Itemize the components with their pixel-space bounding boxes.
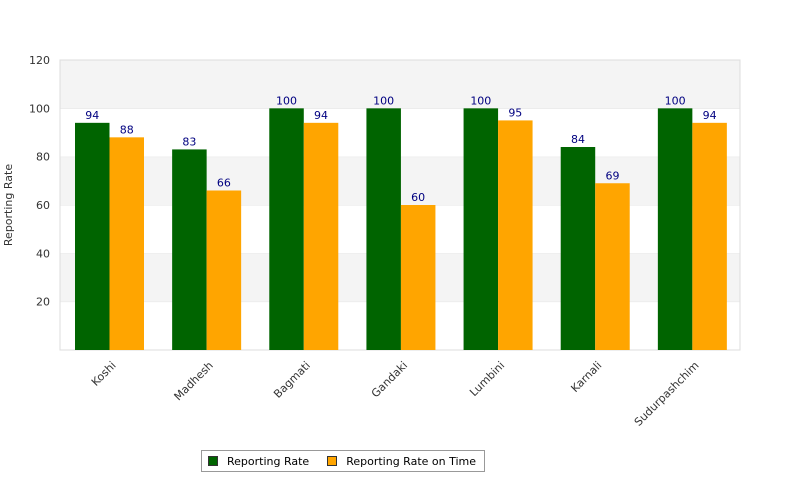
bar-reporting-rate-on-time[interactable] (206, 190, 242, 351)
y-axis-label: Reporting Rate (2, 164, 15, 246)
x-tick-label: Koshi (89, 359, 119, 389)
y-tick-label: 100 (29, 102, 50, 115)
x-tick-label: Sudurpashchim (632, 359, 702, 429)
legend-label-reporting-rate-on-time: Reporting Rate on Time (346, 454, 477, 468)
legend-item-reporting-rate-on-time[interactable]: Reporting Rate on Time (327, 455, 476, 468)
bar-reporting-rate[interactable] (366, 108, 401, 350)
data-label: 94 (85, 109, 99, 122)
bar-reporting-rate-on-time[interactable] (400, 205, 436, 350)
bar-reporting-rate[interactable] (75, 122, 110, 350)
bar-reporting-rate[interactable] (560, 147, 596, 350)
data-label: 100 (276, 94, 297, 107)
x-axis-ticks: Koshi Madhesh Bagmati Gandaki Lumbini Karnali… (89, 359, 702, 429)
y-tick-label: 80 (36, 151, 50, 164)
bar-chart: 20 40 60 80 100 120 Reporting Rate 94 88 83 66 10… (2, 54, 741, 429)
bar-reporting-rate[interactable] (269, 108, 304, 350)
data-label: 88 (120, 123, 134, 136)
y-tick-label: 20 (36, 296, 50, 309)
data-label: 60 (411, 191, 425, 204)
y-tick-label: 120 (29, 54, 50, 67)
data-label: 83 (182, 135, 196, 148)
data-label: 100 (470, 94, 491, 107)
data-label: 66 (217, 177, 231, 190)
data-labels: 94 88 83 66 100 94 100 60 100 95 84 69 100 94 (85, 94, 716, 204)
bar-reporting-rate[interactable] (463, 108, 499, 350)
x-tick-label: Gandaki (369, 359, 410, 400)
bar-reporting-rate-on-time[interactable] (109, 137, 145, 350)
data-label: 94 (703, 109, 717, 122)
data-label: 84 (571, 133, 585, 146)
data-label: 100 (373, 94, 394, 107)
y-tick-label: 60 (36, 199, 50, 212)
x-tick-label: Madhesh (172, 359, 216, 403)
legend: Reporting Rate Reporting Rate on Time (201, 450, 486, 472)
y-tick-label: 40 (36, 247, 50, 260)
x-tick-label: Bagmati (271, 359, 313, 401)
data-label: 100 (665, 94, 686, 107)
data-label: 69 (605, 169, 619, 182)
grid-band (60, 60, 740, 109)
y-axis-ticks: 20 40 60 80 100 120 (29, 54, 50, 309)
bar-reporting-rate-on-time[interactable] (595, 183, 630, 350)
data-label: 94 (314, 109, 328, 122)
x-tick-label: Lumbini (467, 359, 507, 399)
legend-swatch-reporting-rate-on-time (327, 456, 338, 466)
legend-label-reporting-rate: Reporting Rate (227, 454, 310, 468)
bar-reporting-rate[interactable] (172, 149, 207, 350)
legend-item-reporting-rate[interactable]: Reporting Rate (208, 455, 309, 468)
bar-reporting-rate-on-time[interactable] (692, 122, 727, 350)
data-label: 95 (508, 106, 522, 119)
bars (75, 108, 727, 351)
legend-swatch-reporting-rate (208, 456, 218, 466)
x-tick-label: Karnali (568, 359, 604, 395)
bar-reporting-rate-on-time[interactable] (303, 122, 339, 350)
bar-reporting-rate[interactable] (657, 108, 693, 350)
bar-reporting-rate-on-time[interactable] (498, 120, 533, 351)
